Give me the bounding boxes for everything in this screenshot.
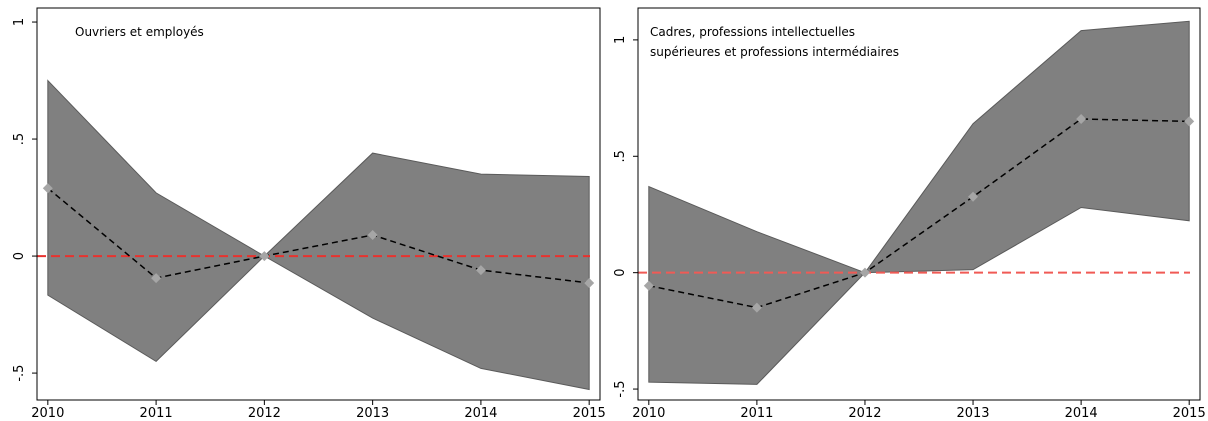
x-tick-label: 2015	[573, 406, 606, 421]
estimate-marker	[151, 273, 162, 284]
chart-panel: -.5 0 .5 1 2010 2011 2012 2013 2014 2015 Cadres, p…	[613, 7, 1206, 421]
chart-panel: -.5 0 .5 1 2010 2011 2012 2013 2014 2015 Ouvriers …	[12, 7, 606, 421]
estimate-marker	[367, 230, 378, 241]
x-tick-label: 2012	[848, 406, 881, 421]
estimate-marker	[643, 280, 654, 291]
x-tick-label: 2013	[956, 406, 989, 421]
y-tick-label: -.5	[12, 365, 27, 382]
plot-frame	[637, 7, 1201, 401]
estimate-marker	[584, 277, 595, 288]
annotation: Ouvriers et employés	[75, 25, 204, 39]
x-tick-label: 2010	[31, 406, 64, 421]
y-tick-label: .5	[12, 133, 27, 145]
estimate-marker	[968, 191, 979, 202]
confidence-band	[648, 20, 1190, 385]
annotation: supérieures et professions intermédiaire…	[650, 45, 899, 59]
x-tick-label: 2011	[740, 406, 773, 421]
plot-frame	[36, 7, 601, 401]
annotation: Cadres, professions intellectuelles	[650, 25, 855, 39]
x-tick-label: 2012	[248, 406, 281, 421]
y-tick-label: .5	[613, 150, 628, 162]
y-tick-label: 0	[12, 252, 27, 260]
y-tick-label: 0	[613, 269, 628, 277]
estimate-line	[648, 118, 1190, 309]
estimate-marker	[1076, 114, 1087, 125]
x-tick-label: 2014	[1065, 406, 1098, 421]
x-tick-label: 2011	[140, 406, 173, 421]
x-tick-label: 2014	[464, 406, 497, 421]
estimate-marker	[751, 302, 762, 313]
estimate-marker	[42, 183, 53, 194]
x-tick-label: 2015	[1173, 406, 1206, 421]
x-tick-label: 2013	[356, 406, 389, 421]
x-tick-label: 2010	[632, 406, 665, 421]
estimate-marker	[475, 265, 486, 276]
y-tick-label: 1	[12, 18, 27, 26]
estimate-marker	[859, 267, 870, 278]
estimate-marker	[1184, 116, 1195, 127]
confidence-band	[47, 79, 590, 391]
y-tick-label: -.5	[613, 381, 628, 398]
estimate-marker	[259, 251, 270, 262]
y-tick-label: 1	[613, 36, 628, 44]
estimate-line	[47, 187, 590, 284]
